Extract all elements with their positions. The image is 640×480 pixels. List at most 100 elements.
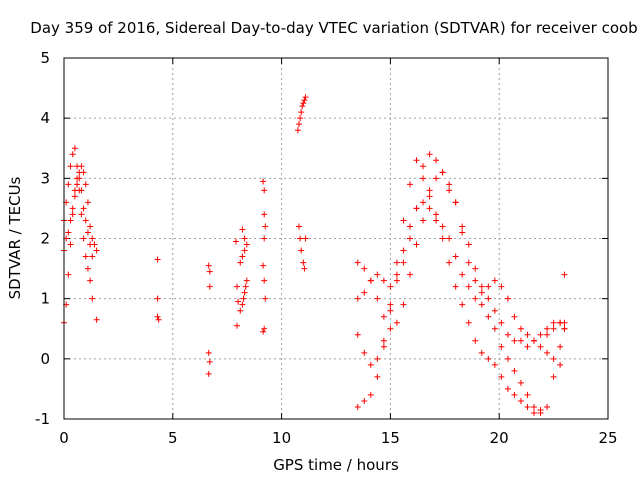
data-point — [300, 259, 307, 266]
data-point — [531, 337, 538, 344]
y-tick-label: 4 — [40, 109, 50, 127]
series-group — [61, 175, 100, 323]
data-point — [82, 217, 89, 224]
data-point — [243, 241, 250, 248]
data-point — [296, 223, 303, 230]
data-point — [561, 271, 568, 278]
data-point — [446, 235, 453, 242]
data-point — [261, 211, 268, 218]
data-point — [260, 262, 267, 269]
data-point — [426, 205, 433, 212]
data-point — [261, 325, 268, 332]
data-point — [67, 163, 74, 170]
y-tick-label: 0 — [40, 350, 50, 368]
data-point — [524, 343, 531, 350]
data-point — [485, 295, 492, 302]
y-tick-label: 1 — [40, 290, 50, 308]
x-tick-label: 0 — [59, 429, 69, 447]
data-point — [544, 331, 551, 338]
data-point — [491, 361, 498, 368]
data-point — [498, 343, 505, 350]
data-point — [380, 337, 387, 344]
data-point — [299, 103, 306, 110]
data-point — [69, 151, 76, 158]
data-point — [393, 271, 400, 278]
data-point — [498, 319, 505, 326]
data-point — [87, 277, 94, 284]
data-point — [459, 271, 466, 278]
data-point — [498, 283, 505, 290]
data-point — [380, 343, 387, 350]
data-point — [426, 187, 433, 194]
data-point — [237, 307, 244, 314]
data-point — [261, 235, 268, 242]
data-point — [361, 289, 368, 296]
data-point — [550, 355, 557, 362]
data-point — [420, 199, 427, 206]
data-point — [472, 337, 479, 344]
data-point — [298, 109, 305, 116]
data-point — [205, 262, 212, 269]
data-point — [550, 373, 557, 380]
data-point — [517, 337, 524, 344]
data-point — [361, 265, 368, 272]
data-point — [260, 328, 267, 335]
data-point — [517, 379, 524, 386]
data-point — [420, 217, 427, 224]
data-point — [239, 253, 246, 260]
data-point — [80, 205, 87, 212]
data-point — [413, 157, 420, 164]
data-point — [87, 223, 94, 230]
data-point — [465, 283, 472, 290]
data-point — [361, 349, 368, 356]
data-point — [387, 325, 394, 332]
data-point — [71, 145, 78, 152]
data-point — [537, 343, 544, 350]
series-group — [354, 199, 568, 416]
x-tick-label: 25 — [598, 429, 617, 447]
grid-lines — [64, 58, 608, 419]
data-point — [517, 397, 524, 404]
data-point — [232, 238, 239, 245]
data-point — [262, 295, 269, 302]
data-point — [354, 295, 361, 302]
data-point — [446, 181, 453, 188]
data-point — [537, 406, 544, 413]
data-point — [296, 121, 303, 128]
data-point — [65, 271, 72, 278]
data-point — [69, 211, 76, 218]
data-point — [241, 247, 248, 254]
x-tick-label: 10 — [272, 429, 291, 447]
data-point — [206, 268, 213, 275]
data-point — [426, 193, 433, 200]
data-point — [380, 313, 387, 320]
data-point — [242, 283, 249, 290]
data-point — [504, 331, 511, 338]
data-point — [89, 295, 96, 302]
data-point — [478, 349, 485, 356]
data-point — [155, 316, 162, 323]
data-point — [517, 325, 524, 332]
data-point — [491, 277, 498, 284]
data-point — [71, 193, 78, 200]
data-point — [400, 247, 407, 254]
data-point — [433, 157, 440, 164]
y-tick-label: 5 — [40, 49, 50, 67]
series-group — [205, 262, 213, 377]
data-point — [67, 241, 74, 248]
data-point — [491, 325, 498, 332]
data-point — [439, 223, 446, 230]
data-point — [485, 283, 492, 290]
y-tick-label: -1 — [35, 410, 50, 428]
x-tick-labels: 0 5 10 15 20 25 — [59, 429, 617, 447]
data-point — [393, 319, 400, 326]
data-point — [239, 301, 246, 308]
chart-title: Day 359 of 2016, Sidereal Day-to-day VTE… — [30, 19, 637, 37]
data-point — [446, 187, 453, 194]
data-point — [387, 301, 394, 308]
data-point — [504, 385, 511, 392]
data-point — [205, 370, 212, 377]
series-group — [61, 145, 96, 302]
data-point — [544, 325, 551, 332]
data-point — [413, 241, 420, 248]
